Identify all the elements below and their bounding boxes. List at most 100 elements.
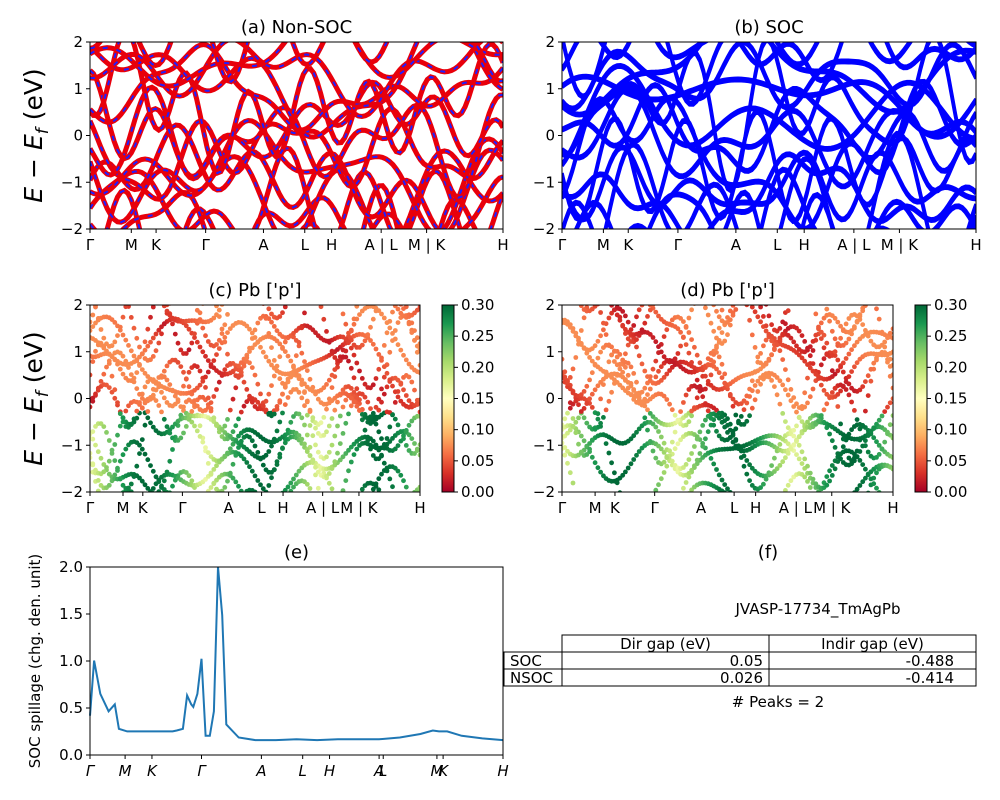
band-point: [150, 392, 156, 398]
band-point: [863, 466, 868, 472]
band-point: [592, 425, 598, 431]
band-point: [145, 326, 151, 332]
band-point: [381, 364, 387, 370]
band-point: [277, 454, 283, 460]
band-point: [233, 507, 238, 512]
band-point: [117, 366, 123, 372]
band-point: [117, 458, 123, 464]
x-tick-label: H: [414, 499, 425, 517]
band-point: [340, 404, 346, 410]
band-point: [225, 330, 230, 335]
band-point: [368, 338, 373, 343]
band-point: [711, 359, 717, 365]
band-point: [398, 305, 404, 307]
band-point: [271, 358, 277, 363]
band-point: [708, 456, 714, 461]
x-tick-label: K: [438, 762, 449, 780]
band-point: [225, 478, 230, 484]
band-point: [620, 509, 625, 514]
band-point: [381, 343, 387, 348]
band-point: [805, 275, 810, 280]
band-point: [120, 419, 126, 425]
band-point: [604, 298, 609, 303]
band-point: [407, 497, 412, 502]
band-point: [626, 497, 631, 502]
band-point: [222, 367, 228, 373]
y-axis-label-unit: (eV): [19, 331, 48, 391]
x-tick-label: K: [147, 762, 158, 780]
band-point: [703, 436, 708, 442]
band-point: [109, 343, 115, 349]
band-point: [874, 439, 879, 445]
band-point: [230, 461, 236, 467]
band-point: [869, 297, 874, 302]
table-row-label: NSOC: [510, 669, 553, 687]
band-point: [93, 391, 98, 397]
band-point: [730, 403, 736, 409]
band-point: [777, 401, 783, 407]
band-point: [308, 283, 313, 288]
band-point: [120, 353, 126, 359]
band-point: [203, 374, 208, 380]
colorbar-tick-label: 0.15: [934, 390, 967, 408]
band-point: [678, 409, 683, 414]
band-point: [335, 289, 340, 294]
band-point: [653, 298, 658, 303]
band-point: [832, 466, 838, 472]
table-cell-indir-gap: -0.414: [906, 669, 954, 687]
band-point: [401, 297, 406, 302]
band-point: [849, 331, 854, 337]
band-point: [404, 500, 409, 505]
y-tick-label: 0: [545, 127, 555, 145]
band-point: [821, 407, 827, 413]
band-point: [789, 521, 794, 526]
band-point: [198, 498, 203, 503]
band-point: [233, 423, 239, 429]
x-tick-label: Γ: [86, 499, 95, 517]
band-point: [658, 476, 664, 482]
band-line: [562, 42, 976, 192]
band-point: [854, 360, 860, 366]
band-point: [755, 389, 761, 394]
band-point: [785, 482, 791, 488]
band-point: [302, 261, 307, 266]
band-point: [854, 339, 860, 345]
band-point: [241, 456, 247, 462]
band-point: [852, 343, 857, 349]
band-point: [307, 376, 313, 382]
band-point: [343, 451, 349, 456]
band-point: [95, 316, 101, 321]
y-tick-label: 1: [73, 80, 83, 98]
band-point: [614, 373, 620, 378]
band-point: [761, 516, 766, 521]
band-point: [101, 424, 107, 429]
band-point: [277, 419, 283, 425]
band-point: [639, 361, 645, 367]
y-axis-label: E − Ef (eV): [19, 331, 53, 465]
y-tick-label: 2.0: [59, 558, 83, 576]
band-point: [634, 337, 639, 342]
band-point: [802, 358, 808, 364]
band-point: [396, 285, 401, 290]
band-point: [269, 311, 274, 317]
band-point: [241, 379, 247, 385]
band-point: [304, 398, 310, 404]
band-point: [90, 462, 96, 468]
band-point: [819, 493, 824, 498]
band-point: [403, 484, 409, 490]
band-point: [829, 368, 835, 374]
band-point: [129, 535, 134, 540]
band-point: [885, 335, 890, 341]
band-point: [211, 358, 217, 363]
band-point: [346, 411, 351, 417]
band-point: [137, 475, 142, 481]
band-point: [151, 517, 156, 522]
band-point: [603, 441, 609, 446]
band-point: [340, 431, 346, 436]
band-point: [681, 500, 686, 505]
band-point: [271, 373, 277, 379]
band-point: [634, 452, 639, 458]
band-point: [601, 544, 606, 549]
band-point: [838, 456, 843, 462]
band-point: [148, 357, 153, 363]
